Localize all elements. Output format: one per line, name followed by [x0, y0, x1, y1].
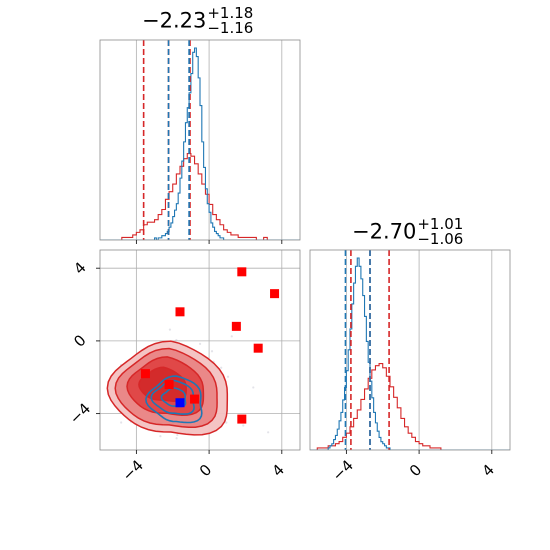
red-marker: [253, 343, 263, 353]
red-marker: [175, 307, 185, 317]
red-marker: [140, 369, 150, 379]
contour-panel: [96, 249, 301, 454]
blue-marker: [175, 398, 185, 408]
axes-frame: [309, 249, 511, 451]
x-tick-label: 4: [269, 461, 288, 480]
panel-title-top-left: −2.23 +1.18 −1.16: [142, 6, 253, 36]
sample-point: [242, 424, 245, 427]
sample-point: [198, 342, 202, 345]
title-lower-error: −1.16: [207, 19, 254, 37]
title-median: −2.23: [142, 8, 207, 33]
axes-frame: [99, 249, 301, 451]
red-histogram: [100, 153, 300, 240]
title-upper-error: +1.18: [207, 4, 254, 22]
x-tick-label: 4: [479, 461, 498, 480]
sample-point: [230, 335, 233, 338]
red-marker: [270, 289, 280, 299]
sample-point: [176, 433, 179, 437]
red-marker: [190, 394, 200, 404]
sample-point: [226, 375, 230, 378]
histogram-panel-1: [309, 249, 511, 454]
red-marker: [237, 414, 247, 424]
red-marker: [231, 321, 241, 331]
title-lower-error: −1.06: [417, 230, 464, 248]
red-marker: [237, 267, 247, 277]
sample-point: [120, 421, 123, 424]
panel-title-bottom-right: −2.70 +1.01 −1.06: [352, 217, 463, 247]
red-marker: [164, 380, 174, 390]
x-tick-label: 0: [196, 461, 215, 480]
x-tick-label: 0: [406, 461, 425, 480]
sample-point: [175, 338, 178, 342]
x-tick-label: −4: [119, 456, 147, 484]
blue-contour: [145, 375, 203, 424]
sample-point: [267, 431, 270, 434]
sample-point: [252, 386, 255, 389]
axes-frame: [99, 39, 301, 241]
blue-histogram: [310, 257, 510, 450]
y-tick-label: −4: [66, 399, 94, 427]
title-upper-error: +1.01: [417, 215, 464, 233]
sample-point: [168, 328, 172, 331]
sample-point: [159, 435, 162, 438]
y-tick-label: 4: [70, 258, 89, 277]
blue-histogram: [100, 47, 300, 240]
sample-point: [220, 366, 223, 369]
x-tick-label: −4: [329, 456, 357, 484]
sample-point: [225, 421, 228, 424]
blue-contour: [150, 379, 195, 415]
histogram-panel-0: [99, 39, 301, 244]
sample-point: [215, 451, 217, 453]
title-median: −2.70: [352, 219, 417, 244]
red-histogram: [310, 363, 510, 450]
sample-point: [210, 350, 214, 353]
sample-point: [175, 437, 178, 440]
y-tick-label: 0: [70, 331, 89, 350]
